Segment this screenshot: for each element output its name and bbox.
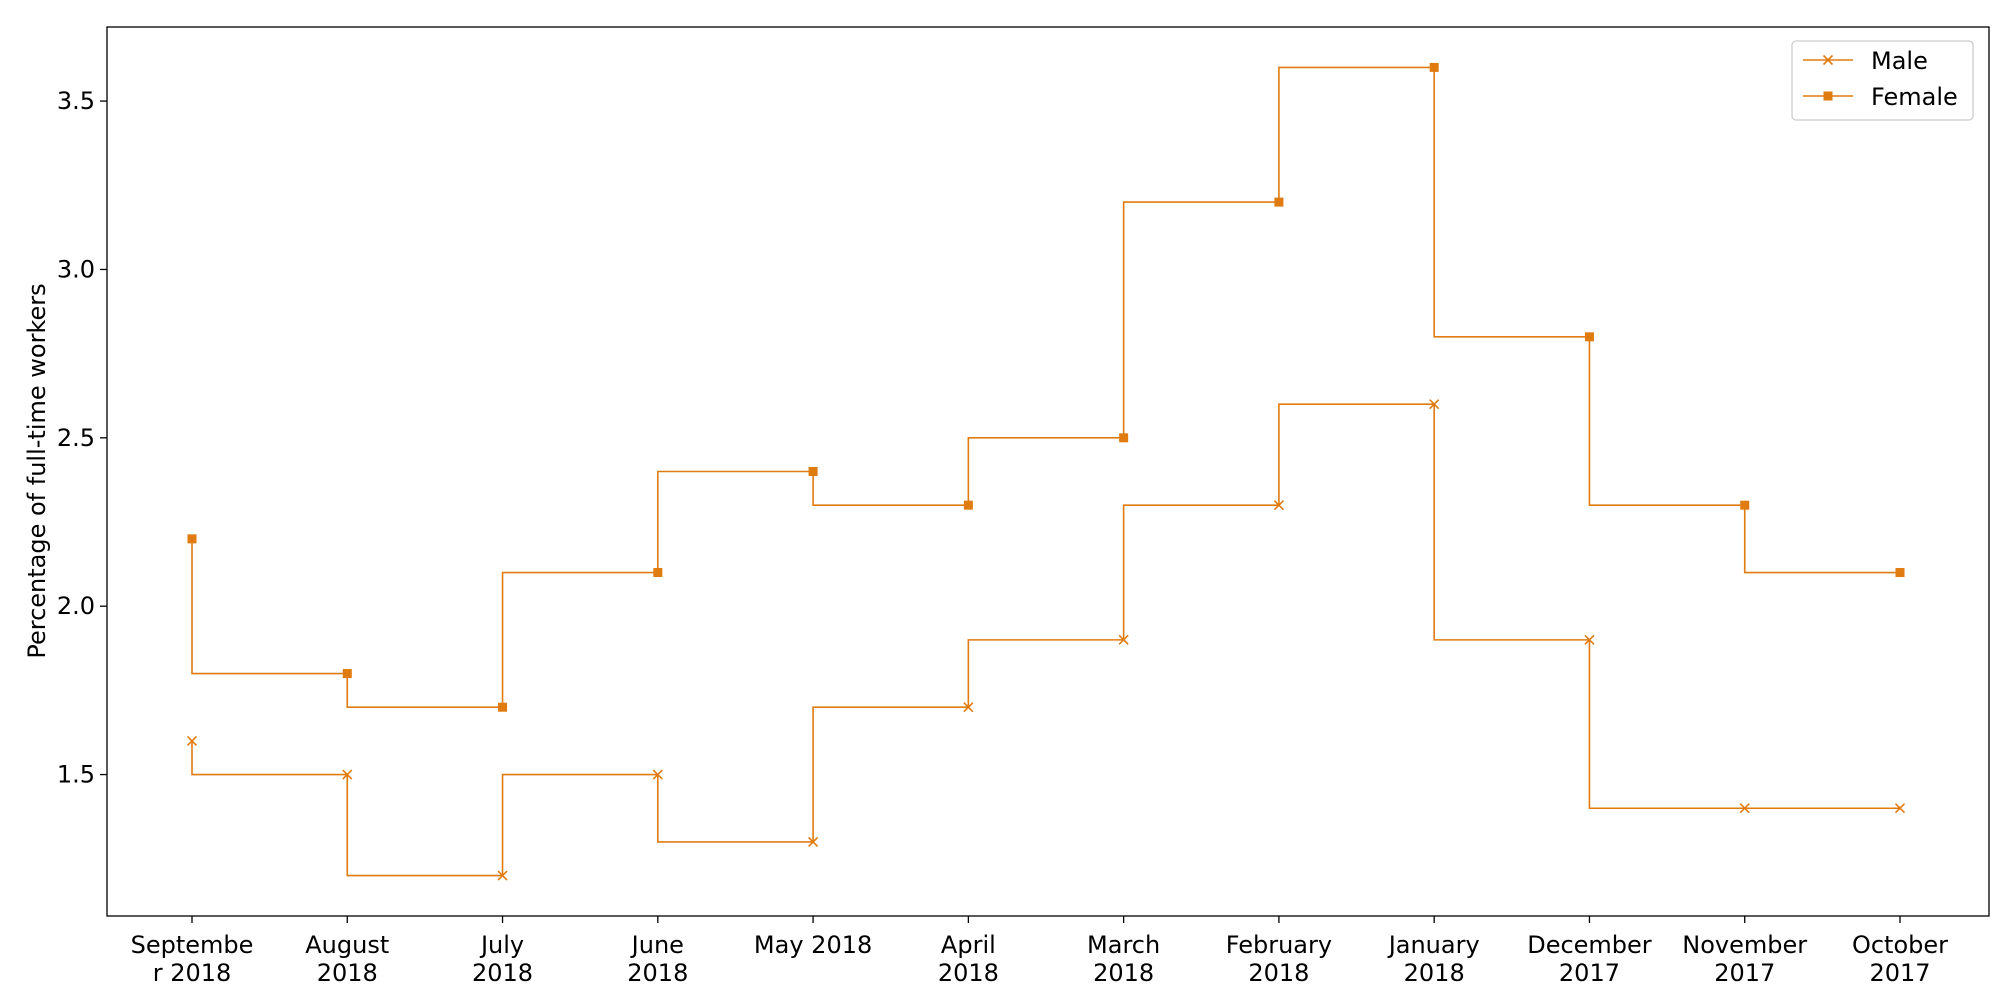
data-point-male — [652, 769, 663, 780]
data-point-male — [1584, 634, 1595, 645]
data-point-male — [186, 735, 198, 746]
series-male — [186, 399, 1906, 881]
series-layer — [186, 62, 1906, 881]
legend: Male Female — [1791, 40, 1974, 121]
data-point-female — [1895, 568, 1905, 578]
data-point-female — [1584, 332, 1594, 342]
legend-label-female: Female — [1871, 83, 1958, 111]
x-axis: Septembe r 2018 August 2018 July 2018 June 2018… — [131, 916, 1948, 987]
y-tick-label: 3.0 — [57, 255, 95, 283]
x-tick-label: January 2018 — [1387, 931, 1480, 987]
y-tick-label: 3.5 — [57, 87, 95, 115]
legend-marker-x-icon — [1822, 54, 1834, 66]
y-tick-label: 1.5 — [57, 761, 95, 789]
x-tick-label: February 2018 — [1226, 931, 1332, 987]
y-axis-title: Percentage of full-time workers — [23, 283, 51, 658]
x-tick-label: August 2018 — [305, 931, 389, 987]
legend-marker — [1822, 54, 1834, 66]
series-line-female — [191, 66, 1900, 709]
data-point-female — [1274, 197, 1284, 207]
data-point-male — [497, 870, 508, 881]
data-point-male — [1739, 803, 1750, 814]
y-axis: 1.5 2.0 2.5 3.0 3.5 — [57, 87, 107, 789]
x-tick-label: June 2018 — [627, 931, 688, 987]
x-tick-label: October 2017 — [1852, 931, 1948, 987]
data-point-male — [1429, 399, 1440, 410]
y-tick-label: 2.5 — [57, 424, 95, 452]
legend-marker-square-icon — [1823, 91, 1833, 101]
legend-marker — [1823, 91, 1833, 101]
data-point-female — [653, 568, 663, 578]
data-point-female — [187, 534, 197, 544]
data-point-male — [1894, 803, 1906, 814]
x-tick-label: Septembe r 2018 — [131, 931, 254, 987]
data-point-female — [963, 500, 973, 510]
data-point-male — [963, 702, 974, 713]
data-point-female — [1429, 62, 1439, 72]
legend-label-male: Male — [1871, 47, 1928, 75]
data-point-female — [808, 467, 818, 476]
data-point-male — [342, 769, 353, 780]
data-point-male — [808, 836, 819, 847]
y-tick-label: 2.0 — [57, 592, 95, 620]
x-tick-label: April 2018 — [938, 931, 999, 987]
x-tick-label: May 2018 — [754, 931, 872, 959]
data-point-male — [1118, 634, 1129, 645]
data-point-female — [342, 669, 352, 679]
series-female — [187, 62, 1905, 712]
x-tick-label: December 2017 — [1527, 931, 1652, 987]
x-tick-label: March 2018 — [1087, 931, 1160, 987]
series-line-male — [191, 403, 1900, 877]
x-tick-label: July 2018 — [472, 931, 533, 987]
data-point-male — [1273, 500, 1284, 511]
plot-area — [106, 26, 1990, 917]
data-point-female — [1740, 500, 1750, 510]
data-point-female — [1119, 433, 1129, 443]
x-tick-label: November 2017 — [1682, 931, 1807, 987]
data-point-female — [498, 702, 508, 712]
